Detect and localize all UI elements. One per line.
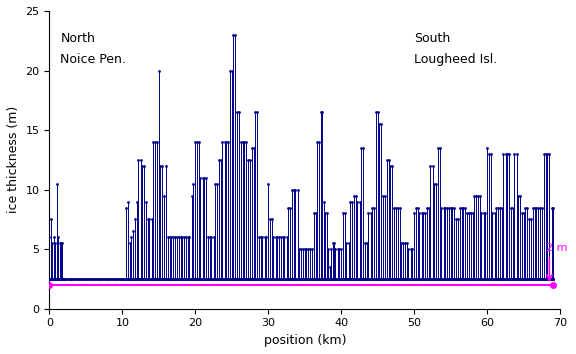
Text: North: North	[60, 32, 95, 45]
Text: South: South	[414, 32, 450, 45]
Text: 2 m: 2 m	[545, 243, 567, 253]
Y-axis label: ice thickness (m): ice thickness (m)	[7, 106, 20, 213]
Text: Noice Pen.: Noice Pen.	[60, 53, 126, 65]
X-axis label: position (km): position (km)	[264, 334, 346, 347]
Text: Lougheed Isl.: Lougheed Isl.	[414, 53, 498, 65]
